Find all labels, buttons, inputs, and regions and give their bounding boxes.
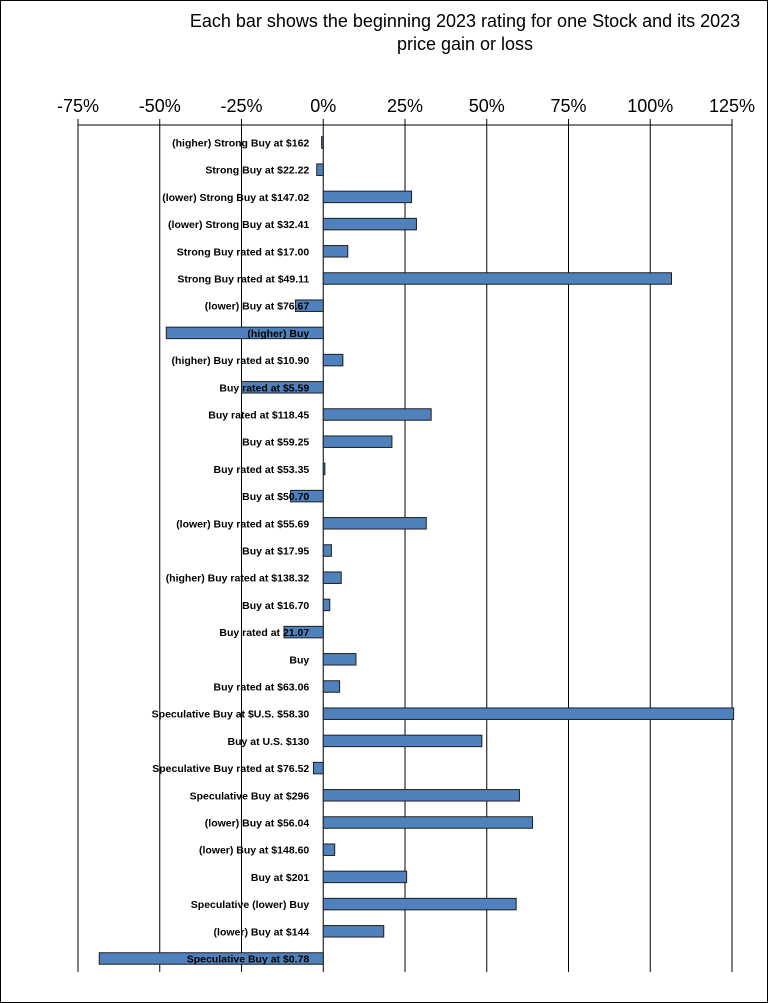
category-label: (higher) Buy <box>247 328 309 340</box>
category-label: (lower) Buy at $56.04 <box>205 818 310 830</box>
category-label: (higher) Strong Buy at $162 <box>172 138 309 150</box>
bar <box>316 163 324 176</box>
category-label: Buy at $17.95 <box>242 546 309 558</box>
bar <box>322 734 483 748</box>
category-label: Speculative Buy rated at $76.52 <box>152 763 309 775</box>
category-label: (lower) Buy at $144 <box>214 926 310 938</box>
bar <box>322 925 385 938</box>
bar <box>322 517 427 530</box>
category-label: Strong Buy at $22.22 <box>205 165 309 177</box>
category-label: (lower) Strong Buy at $147.02 <box>162 192 309 204</box>
category-label: Buy at U.S. $130 <box>228 736 310 748</box>
bar <box>322 245 349 258</box>
chart-title-line-1: Each bar shows the beginning 2023 rating… <box>189 11 741 31</box>
category-label: Buy at $59.25 <box>242 437 309 449</box>
category-label: Speculative (lower) Buy <box>191 899 310 911</box>
bar <box>294 299 324 312</box>
category-label: Buy at $16.70 <box>242 600 309 612</box>
category-label: Speculative Buy at $0.78 <box>187 954 310 966</box>
bars <box>98 136 735 965</box>
bar <box>322 544 332 557</box>
bar <box>241 381 324 394</box>
category-labels: (higher) Strong Buy at $162 Strong Buy at… <box>152 138 310 966</box>
x-tick-label: 125% <box>709 96 755 116</box>
category-label: Buy rated at 21.07 <box>219 627 309 639</box>
bar <box>312 761 324 775</box>
bar <box>322 843 336 856</box>
bar <box>322 707 735 720</box>
bar <box>322 680 341 693</box>
category-label: Buy rated at $63.06 <box>214 682 310 694</box>
bar <box>322 353 344 367</box>
category-label: (lower) Buy at $148.60 <box>199 845 309 857</box>
category-label: (lower) Strong Buy at $32.41 <box>168 219 309 231</box>
x-tick-label: -50% <box>139 96 181 116</box>
category-label: Buy at $50.70 <box>242 491 309 503</box>
chart-title: Each bar shows the beginning 2023 rating… <box>165 10 765 56</box>
x-tick-label: -25% <box>220 96 262 116</box>
category-label: Buy rated at $118.45 <box>208 410 309 422</box>
x-tick-label: 100% <box>627 96 673 116</box>
bar <box>322 435 393 448</box>
bar <box>98 952 324 965</box>
category-label: Speculative Buy at $U.S. $58.30 <box>152 709 310 721</box>
category-label: Speculative Buy at $296 <box>190 790 310 802</box>
bar <box>322 870 408 884</box>
category-label: Strong Buy rated at $17.00 <box>177 246 310 258</box>
bar <box>321 136 324 149</box>
bar <box>322 190 413 204</box>
bar <box>290 489 324 503</box>
x-tick-label: 75% <box>550 96 586 116</box>
bar <box>322 571 342 584</box>
bar <box>322 598 331 612</box>
category-label: (higher) Buy rated at $10.90 <box>172 355 310 367</box>
category-label: (higher) Buy rated at $138.32 <box>166 573 310 585</box>
chart-title-line-2: price gain or loss <box>396 34 534 54</box>
category-label: Buy rated at $53.35 <box>214 464 310 476</box>
bar <box>283 625 324 639</box>
category-label: Buy <box>289 654 309 666</box>
bar <box>322 653 357 666</box>
bar <box>322 462 326 476</box>
bar <box>322 789 520 802</box>
x-axis-ticks: -75% -50% -25% 0% 25% 50% 75% 100% 125% <box>57 96 755 126</box>
category-label: (lower) Buy at $76.67 <box>205 301 310 313</box>
x-tick-label: 50% <box>469 96 505 116</box>
category-label: (lower) Buy rated at $55.69 <box>176 518 309 530</box>
bar <box>322 217 417 231</box>
bar <box>322 897 517 911</box>
bar <box>322 816 534 829</box>
x-tick-label: 0% <box>310 96 336 116</box>
category-label: Buy at $201 <box>251 872 310 884</box>
x-tick-label: 25% <box>387 96 423 116</box>
bar <box>322 408 432 421</box>
category-label: Buy rated at $5.59 <box>219 382 309 394</box>
x-tick-label: -75% <box>57 96 99 116</box>
category-label: Strong Buy rated at $49.11 <box>177 274 309 286</box>
bar <box>322 272 673 285</box>
bar <box>165 326 324 340</box>
